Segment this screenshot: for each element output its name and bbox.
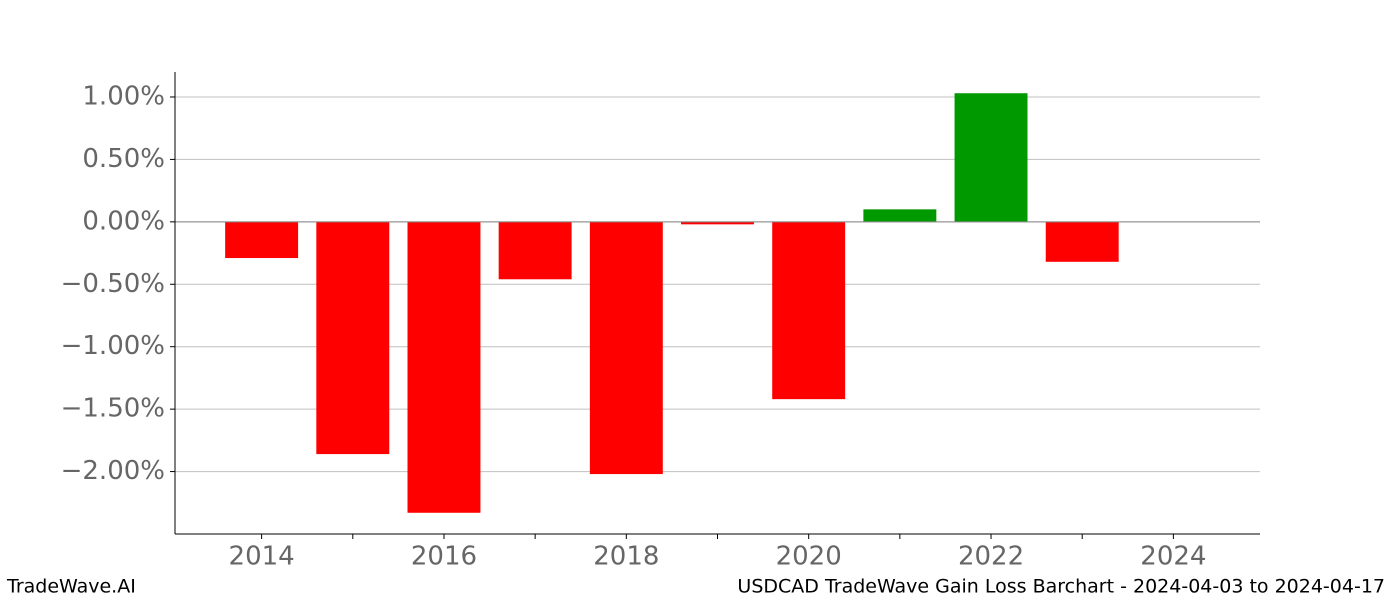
x-tick-label: 2022	[958, 542, 1024, 572]
y-tick-label: −1.50%	[61, 394, 165, 424]
watermark: TradeWave.AI	[6, 576, 136, 598]
x-tick-label: 2014	[229, 542, 295, 572]
bar	[498, 221, 572, 280]
y-tick-label: −2.00%	[61, 456, 165, 486]
bar	[863, 209, 937, 222]
bar	[589, 221, 663, 475]
x-tick-label: 2024	[1140, 542, 1206, 572]
bar	[681, 221, 754, 225]
chart-title: USDCAD TradeWave Gain Loss Barchart - 20…	[737, 576, 1385, 598]
x-tick-label: 2016	[411, 542, 477, 572]
y-tick-label: −0.50%	[61, 269, 165, 299]
y-tick-label: 0.00%	[82, 206, 165, 236]
bar	[954, 93, 1028, 222]
bar	[1045, 221, 1119, 262]
bar	[772, 221, 846, 400]
bar	[407, 221, 481, 513]
y-tick-label: 1.00%	[82, 81, 165, 111]
y-tick-label: −1.00%	[61, 331, 165, 361]
x-tick-label: 2020	[776, 542, 842, 572]
x-tick-label: 2018	[593, 542, 659, 572]
bar	[225, 221, 299, 259]
bar	[316, 221, 390, 455]
y-tick-label: 0.50%	[82, 144, 165, 174]
